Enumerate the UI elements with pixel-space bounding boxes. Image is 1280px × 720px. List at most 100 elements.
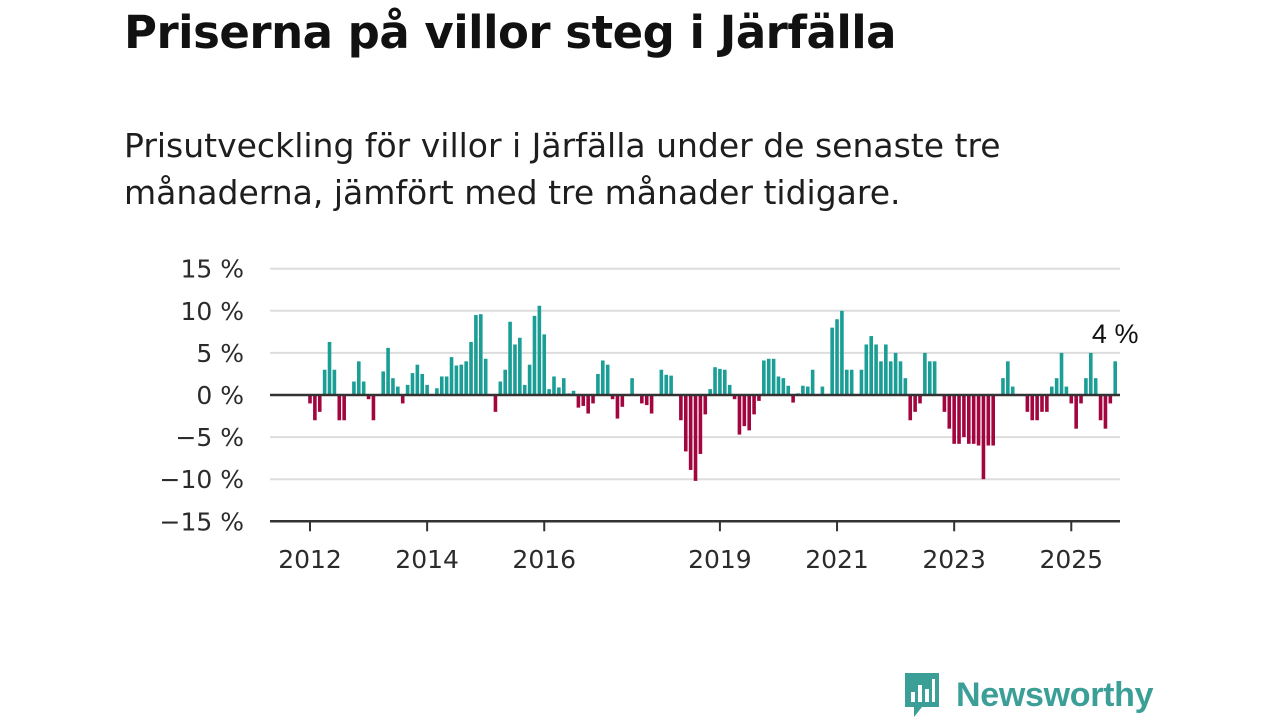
bar	[537, 305, 542, 395]
bar	[864, 344, 869, 395]
x-tick-label: 2023	[922, 545, 986, 574]
bar	[698, 395, 703, 454]
bar	[967, 395, 971, 444]
bar	[561, 378, 566, 395]
bar	[503, 369, 507, 395]
bar	[649, 395, 654, 414]
y-tick-label: 0 %	[196, 381, 244, 410]
bar	[762, 360, 766, 395]
bar	[737, 395, 742, 435]
axes	[270, 393, 1120, 532]
x-tick-label: 2025	[1039, 545, 1103, 574]
bar	[415, 364, 420, 395]
bar	[659, 369, 664, 395]
bar	[352, 381, 356, 395]
y-tick-label: 5 %	[196, 339, 244, 368]
x-tick-label: 2014	[395, 545, 459, 574]
bar	[1074, 395, 1078, 429]
bar	[1108, 395, 1113, 404]
bar	[830, 327, 834, 395]
bar	[742, 395, 747, 427]
bar	[1010, 386, 1015, 395]
bar	[1054, 378, 1059, 395]
bar	[1049, 386, 1054, 395]
y-tick-label: 15 %	[180, 255, 244, 284]
bar	[786, 385, 791, 395]
bar	[591, 395, 595, 404]
x-axis-labels: 2012 2014 2016 2019 2021 2023 2025	[278, 545, 1103, 574]
bar	[669, 375, 673, 395]
bar	[483, 358, 488, 395]
bar	[342, 395, 346, 421]
bar	[469, 341, 473, 395]
y-tick-label: −15 %	[160, 507, 244, 536]
bar	[405, 384, 410, 395]
bar	[391, 378, 395, 395]
bar	[454, 365, 459, 395]
bar	[1069, 395, 1074, 404]
bar	[893, 352, 898, 395]
x-tick-label: 2021	[805, 545, 869, 574]
bar	[498, 381, 503, 395]
bar	[1113, 361, 1117, 395]
bar	[542, 334, 547, 395]
bar	[1035, 395, 1039, 421]
bar	[679, 395, 683, 421]
bar	[952, 395, 956, 444]
bar	[371, 395, 376, 421]
bar	[757, 395, 761, 401]
bar	[898, 361, 903, 395]
bar	[879, 361, 883, 395]
bar	[581, 395, 586, 406]
bar	[810, 369, 815, 395]
bar	[1064, 386, 1069, 395]
bar	[903, 378, 908, 395]
bar	[386, 347, 390, 395]
bar	[479, 314, 483, 395]
bar	[620, 395, 625, 407]
bar	[947, 395, 952, 429]
newsworthy-logo-icon	[905, 673, 939, 717]
bar	[713, 367, 717, 395]
bar	[888, 361, 893, 395]
bar	[932, 361, 937, 395]
y-axis-labels: 15 % 10 % 5 % 0 % −5 % −10 % −15 %	[160, 255, 244, 537]
x-tick-label: 2016	[512, 545, 576, 574]
bar	[366, 395, 371, 400]
bar	[991, 395, 995, 446]
bar	[1025, 395, 1030, 412]
bar	[884, 344, 888, 395]
bar	[874, 344, 878, 395]
bar	[723, 369, 727, 395]
annotations: 4 %	[1092, 319, 1139, 349]
bar	[776, 376, 781, 395]
bar	[747, 395, 751, 431]
bar	[396, 386, 400, 395]
bar	[708, 389, 712, 395]
bar	[337, 395, 342, 421]
bar	[357, 361, 361, 395]
bar	[791, 395, 795, 403]
bar	[766, 358, 771, 395]
bar	[976, 395, 981, 446]
bar	[1098, 395, 1103, 421]
bar	[420, 373, 425, 395]
bar	[444, 376, 449, 395]
bar	[459, 364, 464, 395]
bar	[1084, 378, 1088, 395]
bar	[508, 321, 512, 395]
bar	[971, 395, 976, 444]
bar	[605, 364, 610, 395]
bar	[923, 352, 927, 395]
bar	[845, 369, 849, 395]
bar	[410, 373, 415, 395]
bar	[781, 378, 786, 395]
bar	[918, 395, 922, 404]
bar	[908, 395, 913, 421]
bar	[805, 386, 810, 395]
bar	[752, 395, 756, 415]
bar	[601, 360, 605, 395]
brand-logo: Newsworthy	[902, 670, 1154, 720]
bar	[683, 395, 688, 452]
bar	[1079, 395, 1083, 404]
